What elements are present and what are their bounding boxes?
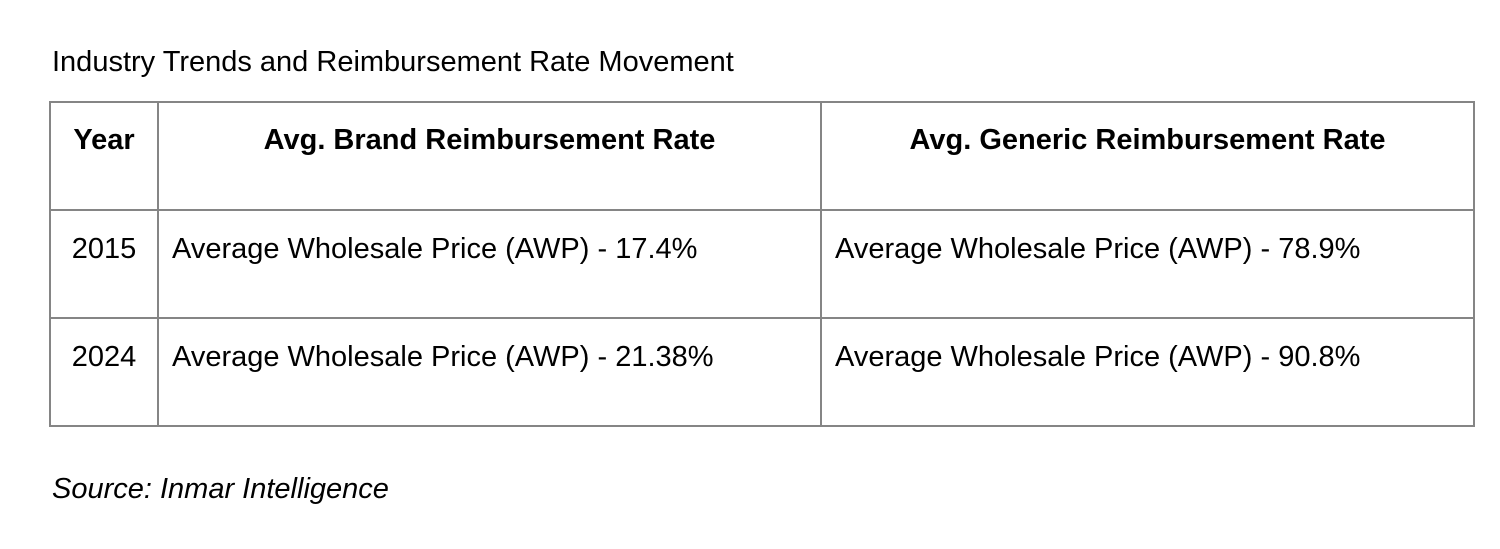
year-cell: 2024 bbox=[49, 317, 159, 427]
column-header-year: Year bbox=[49, 101, 159, 211]
brand-rate-cell: Average Wholesale Price (AWP) - 17.4% bbox=[157, 209, 822, 319]
source-citation: Source: Inmar Intelligence bbox=[52, 473, 389, 505]
table-row-2024: 2024 Average Wholesale Price (AWP) - 21.… bbox=[49, 317, 1475, 427]
generic-rate-cell: Average Wholesale Price (AWP) - 90.8% bbox=[820, 317, 1475, 427]
reimbursement-rates-table: Year Avg. Brand Reimbursement Rate Avg. … bbox=[49, 101, 1475, 427]
column-header-generic-rate: Avg. Generic Reimbursement Rate bbox=[820, 101, 1475, 211]
generic-rate-cell: Average Wholesale Price (AWP) - 78.9% bbox=[820, 209, 1475, 319]
column-header-brand-rate: Avg. Brand Reimbursement Rate bbox=[157, 101, 822, 211]
brand-rate-cell: Average Wholesale Price (AWP) - 21.38% bbox=[157, 317, 822, 427]
page-title: Industry Trends and Reimbursement Rate M… bbox=[52, 46, 734, 78]
table-header-row: Year Avg. Brand Reimbursement Rate Avg. … bbox=[49, 101, 1475, 211]
table-row-2015: 2015 Average Wholesale Price (AWP) - 17.… bbox=[49, 209, 1475, 319]
year-cell: 2015 bbox=[49, 209, 159, 319]
document-page: Industry Trends and Reimbursement Rate M… bbox=[49, 46, 1475, 505]
